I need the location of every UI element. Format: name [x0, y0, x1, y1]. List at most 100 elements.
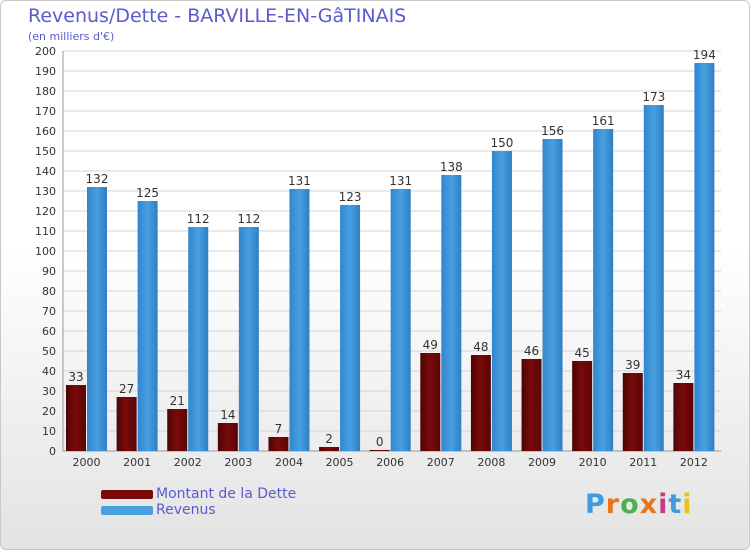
legend-swatch-revenue [101, 506, 153, 515]
x-tick-label: 2010 [579, 456, 607, 469]
data-label-revenue: 131 [288, 174, 311, 188]
x-tick-label: 2009 [528, 456, 556, 469]
data-label-revenue: 138 [440, 160, 463, 174]
y-tick-label: 190 [35, 65, 56, 78]
logo-letter: r [605, 489, 621, 520]
data-label-revenue: 194 [693, 48, 716, 62]
logo-letter: t [668, 489, 683, 520]
bar-revenue [694, 63, 715, 451]
y-tick-label: 80 [42, 285, 56, 298]
data-label-debt: 27 [119, 382, 134, 396]
y-tick-label: 70 [42, 305, 56, 318]
x-tick-label: 2012 [680, 456, 708, 469]
bar-debt [420, 353, 441, 451]
data-label-revenue: 125 [136, 186, 159, 200]
bar-revenue [289, 189, 310, 451]
bar-revenue [593, 129, 614, 451]
logo-letter: i [682, 489, 693, 520]
x-tick-label: 2008 [477, 456, 505, 469]
bar-revenue [542, 139, 563, 451]
legend-label-revenue: Revenus [156, 502, 216, 518]
x-tick-label: 2011 [629, 456, 657, 469]
data-label-revenue: 161 [592, 114, 615, 128]
legend-label-debt: Montant de la Dette [156, 486, 297, 502]
x-tick-label: 2000 [73, 456, 101, 469]
y-tick-label: 200 [35, 45, 56, 58]
bar-debt [217, 423, 238, 451]
data-label-debt: 45 [575, 346, 590, 360]
y-tick-label: 180 [35, 85, 56, 98]
bar-debt [622, 373, 643, 451]
y-tick-label: 130 [35, 185, 56, 198]
logo-letter: P [585, 489, 606, 520]
data-label-debt: 46 [524, 344, 539, 358]
y-tick-label: 120 [35, 205, 56, 218]
data-label-debt: 33 [68, 370, 83, 384]
y-tick-label: 110 [35, 225, 56, 238]
data-label-revenue: 173 [642, 90, 665, 104]
bar-revenue [340, 205, 361, 451]
data-label-debt: 7 [275, 422, 283, 436]
x-tick-label: 2005 [326, 456, 354, 469]
data-label-revenue: 156 [541, 124, 564, 138]
y-tick-label: 100 [35, 245, 56, 258]
x-tick-label: 2002 [174, 456, 202, 469]
proxiti-logo: Proxiti [585, 489, 693, 520]
y-tick-label: 0 [49, 445, 56, 458]
data-label-debt: 39 [625, 358, 640, 372]
data-label-debt: 21 [170, 394, 185, 408]
y-tick-label: 90 [42, 265, 56, 278]
y-tick-label: 160 [35, 125, 56, 138]
bar-debt [521, 359, 542, 451]
bar-debt [470, 355, 491, 451]
bar-revenue [137, 201, 158, 451]
bar-debt [572, 361, 593, 451]
chart-subtitle: (en milliers d'€) [28, 30, 115, 43]
chart-title: Revenus/Dette - BARVILLE-EN-GâTINAIS [28, 5, 407, 27]
bar-debt [66, 385, 86, 451]
y-tick-label: 10 [42, 425, 56, 438]
data-label-revenue: 132 [86, 172, 109, 186]
bar-revenue [643, 105, 664, 451]
bar-revenue [238, 227, 259, 451]
bar-revenue [390, 189, 411, 451]
y-tick-label: 150 [35, 145, 56, 158]
logo-letter: o [620, 489, 640, 520]
data-label-revenue: 123 [339, 190, 362, 204]
data-label-debt: 49 [423, 338, 438, 352]
data-label-debt: 48 [473, 340, 488, 354]
y-tick-label: 170 [35, 105, 56, 118]
data-label-debt: 34 [676, 368, 691, 382]
data-label-debt: 2 [325, 432, 333, 446]
bar-revenue [188, 227, 209, 451]
data-label-revenue: 150 [490, 136, 513, 150]
legend-swatch-debt [101, 490, 153, 499]
y-tick-label: 50 [42, 345, 56, 358]
x-tick-label: 2007 [427, 456, 455, 469]
x-tick-label: 2001 [123, 456, 151, 469]
bar-debt [167, 409, 188, 451]
data-label-revenue: 112 [187, 212, 210, 226]
data-label-revenue: 112 [237, 212, 260, 226]
data-label-debt: 14 [220, 408, 235, 422]
data-label-debt: 0 [376, 435, 384, 449]
x-tick-label: 2004 [275, 456, 303, 469]
bar-debt [116, 397, 137, 451]
bar-revenue [491, 151, 512, 451]
logo-letter: i [658, 489, 669, 520]
bar-debt [369, 450, 390, 451]
data-label-revenue: 131 [389, 174, 412, 188]
bar-debt [673, 383, 694, 451]
y-tick-label: 30 [42, 385, 56, 398]
x-tick-label: 2003 [224, 456, 252, 469]
bar-debt [319, 447, 340, 451]
bar-revenue [441, 175, 462, 451]
bar-revenue [87, 187, 107, 451]
y-tick-label: 140 [35, 165, 56, 178]
x-tick-label: 2006 [376, 456, 404, 469]
y-tick-label: 40 [42, 365, 56, 378]
bar-debt [268, 437, 289, 451]
logo-letter: x [639, 489, 659, 520]
